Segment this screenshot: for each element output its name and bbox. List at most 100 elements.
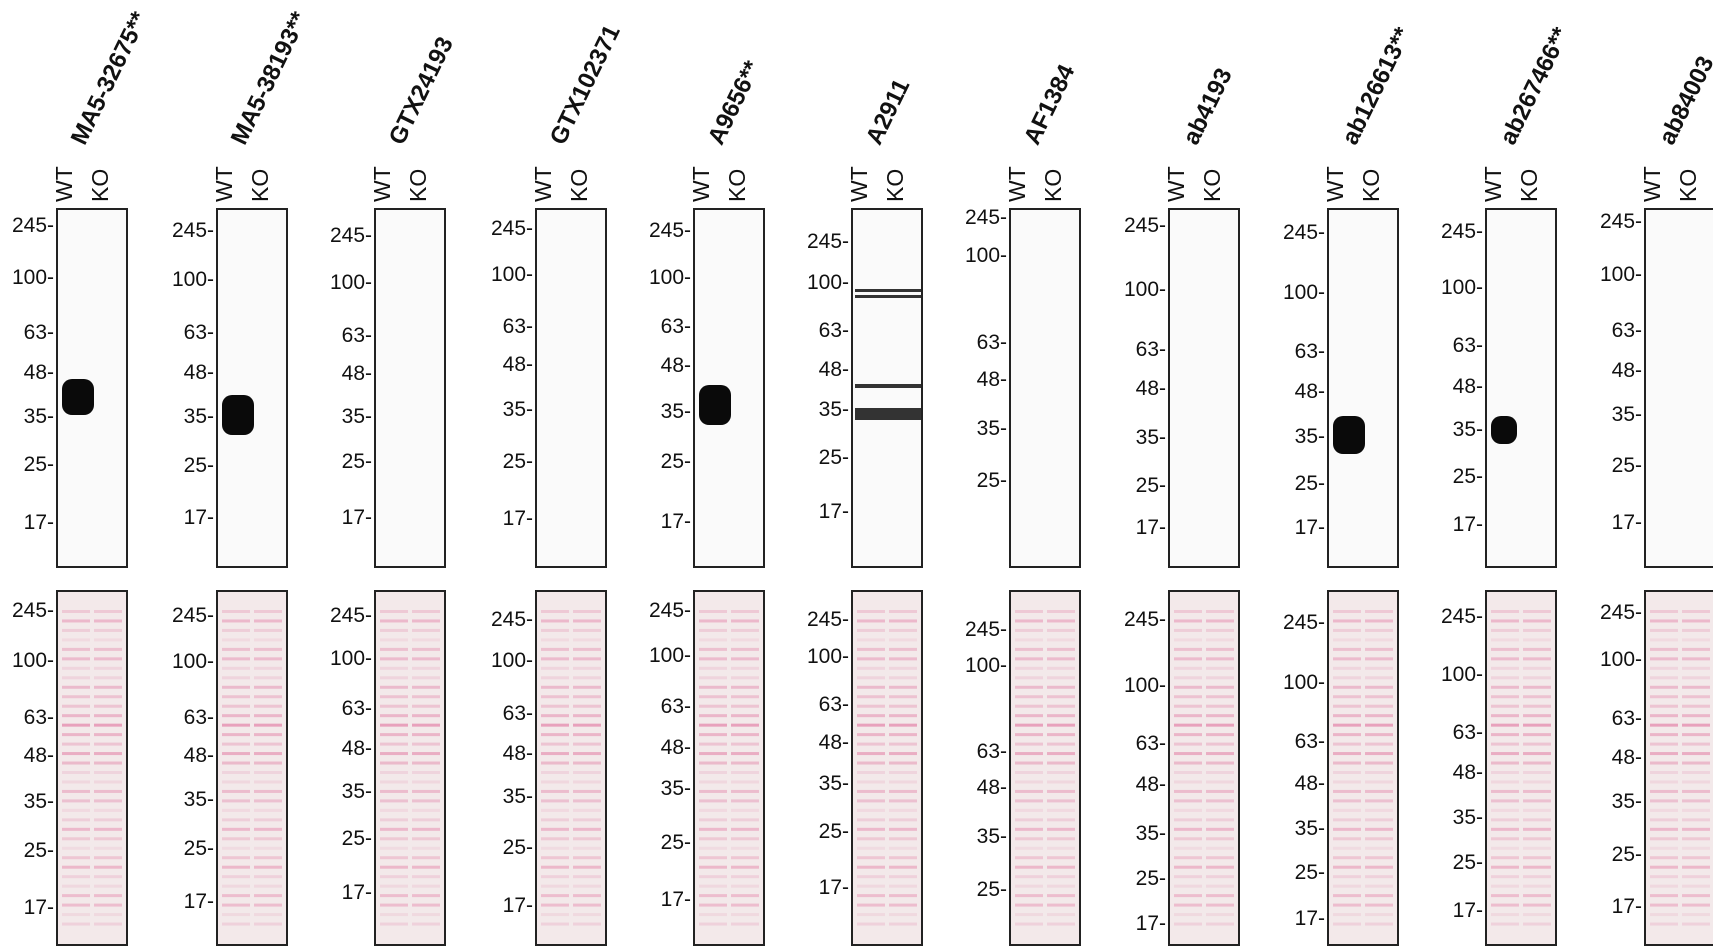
ponceau-band: [1365, 780, 1393, 784]
ponceau-band: [573, 676, 601, 680]
ponceau-band: [94, 922, 122, 926]
ponceau-band: [1015, 771, 1043, 774]
ponceau-band: [254, 733, 282, 737]
ponceau-band: [573, 827, 601, 831]
ponceau-band: [1365, 913, 1393, 917]
ponceau-band: [1047, 714, 1075, 718]
ponceau-band: [1174, 704, 1202, 708]
ponceau-band: [1650, 856, 1678, 860]
ponceau-band: [541, 875, 569, 879]
ponceau-band: [380, 922, 408, 926]
mw-marker-label: 63-: [183, 706, 214, 729]
ponceau-band: [1682, 714, 1710, 718]
ponceau-band: [1523, 780, 1551, 784]
ponceau-band: [889, 695, 917, 699]
mw-marker-label: 100-: [1123, 674, 1166, 697]
ponceau-band: [699, 733, 727, 737]
ponceau-band: [1015, 799, 1043, 803]
ponceau-band: [1491, 903, 1519, 907]
mw-marker-label: 100-: [11, 266, 54, 289]
ponceau-band: [1333, 676, 1361, 680]
ponceau-band: [857, 780, 885, 784]
ponceau-band: [380, 657, 408, 661]
ponceau-band: [699, 875, 727, 879]
ponceau-band: [94, 638, 122, 642]
ponceau-band: [541, 865, 569, 869]
ponceau-band: [94, 856, 122, 860]
ponceau-band: [1174, 818, 1202, 822]
ponceau-band: [857, 875, 885, 879]
mw-marker-label: 63-: [1294, 730, 1325, 753]
ponceau-band: [1650, 827, 1678, 831]
ponceau-band: [1015, 818, 1043, 822]
ponceau-band: [1365, 789, 1393, 793]
ponceau-band: [857, 884, 885, 888]
ponceau-band: [1650, 922, 1678, 926]
ponceau-band: [62, 856, 90, 860]
ponceau-band: [380, 808, 408, 812]
ponceau-band: [541, 752, 569, 756]
ponceau-band: [857, 685, 885, 689]
ponceau-band: [699, 638, 727, 642]
ponceau-band: [1682, 865, 1710, 869]
ponceau-band: [1491, 780, 1519, 784]
ponceau-band: [1047, 846, 1075, 850]
lane-label-ko: KO: [724, 168, 750, 202]
ponceau-band: [541, 666, 569, 670]
ponceau-band: [1682, 752, 1710, 756]
ponceau-band: [1015, 676, 1043, 680]
lane-label-ko: KO: [247, 168, 273, 202]
ponceau-band: [254, 799, 282, 803]
ponceau-band: [1174, 742, 1202, 746]
ponceau-band: [1682, 922, 1710, 926]
mw-marker-label: 245-: [171, 604, 214, 627]
ponceau-band: [380, 856, 408, 860]
ponceau-band: [412, 676, 440, 680]
ponceau-band: [1491, 610, 1519, 613]
ponceau-band: [1047, 647, 1075, 651]
ponceau-band: [1015, 761, 1043, 765]
ponceau-band: [699, 894, 727, 898]
ponceau-band: [541, 856, 569, 860]
mw-marker-label: 63-: [1452, 334, 1483, 357]
ponceau-band: [1206, 742, 1234, 746]
ponceau-band: [541, 638, 569, 642]
ponceau-band: [1650, 913, 1678, 917]
ponceau-band: [1491, 742, 1519, 746]
ponceau-band: [62, 913, 90, 917]
ponceau-bands: [699, 610, 759, 926]
ponceau-band: [412, 666, 440, 670]
ponceau-band: [254, 789, 282, 793]
ponceau-band: [62, 647, 90, 651]
ponceau-band: [541, 610, 569, 613]
ponceau-band: [1015, 695, 1043, 699]
ponceau-band: [380, 647, 408, 651]
ponceau-band: [1174, 780, 1202, 784]
ponceau-stain-panel: [535, 590, 607, 946]
ponceau-band: [94, 657, 122, 661]
ponceau-band: [1523, 704, 1551, 708]
mw-marker-label: 35-: [660, 400, 691, 423]
mw-marker-label: 63-: [976, 740, 1007, 763]
ponceau-band: [94, 818, 122, 822]
ponceau-stain-panel: [693, 590, 765, 946]
ponceau-band: [857, 704, 885, 708]
lane-label-ko: KO: [1040, 168, 1066, 202]
ponceau-band: [857, 666, 885, 670]
ponceau-band: [1047, 638, 1075, 642]
ponceau-band: [889, 865, 917, 869]
ponceau-band: [412, 856, 440, 860]
ponceau-band: [889, 771, 917, 774]
mw-marker-label: 25-: [1452, 465, 1483, 488]
ponceau-band: [380, 780, 408, 784]
ponceau-band: [1174, 638, 1202, 642]
ponceau-band: [1047, 619, 1075, 623]
ponceau-band: [1650, 723, 1678, 727]
ponceau-band: [1650, 704, 1678, 708]
ponceau-band: [541, 742, 569, 746]
mw-marker-label: 100-: [1599, 648, 1642, 671]
ponceau-band: [731, 628, 759, 632]
ponceau-band: [1523, 818, 1551, 822]
ponceau-band: [1047, 780, 1075, 784]
ponceau-band: [541, 827, 569, 831]
